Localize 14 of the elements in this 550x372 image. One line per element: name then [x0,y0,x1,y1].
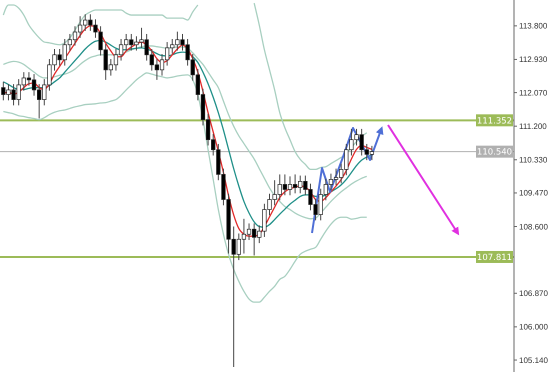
y-tick-label: 106.870 [519,289,548,298]
y-tick-label: 106.000 [519,322,548,332]
y-tick-label: 112.930 [519,55,548,64]
ref-line-label: 110.540 [476,148,512,158]
y-tick-label: 109.470 [519,188,548,198]
ref-line-label: 111.352 [476,116,512,126]
y-tick-label: 110.330 [519,156,548,165]
y-tick-label: 111.200 [519,122,548,131]
line-series [2,72,368,303]
y-tick-label: 112.070 [519,88,548,98]
y-tick-label: 105.140 [519,356,548,365]
y-tick-label: 113.800 [519,22,548,31]
y-tick-label: 108.600 [519,222,548,232]
ref-line-label: 107.811 [476,252,512,263]
